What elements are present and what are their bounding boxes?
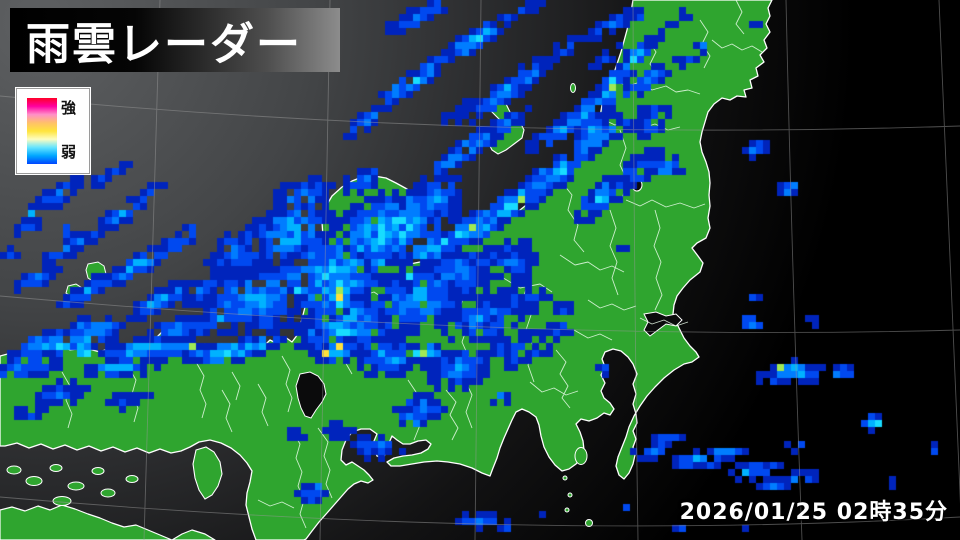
legend-strong-label: 強 — [61, 99, 77, 117]
page-title: 雨雲レーダー — [26, 19, 302, 70]
title-banner: 雨雲レーダー — [10, 8, 340, 72]
intensity-legend: 強 弱 — [16, 88, 90, 174]
observation-timestamp: 2026/01/25 02時35分 — [679, 500, 948, 525]
legend-weak-label: 弱 — [61, 143, 77, 161]
intensity-color-bar — [27, 98, 57, 164]
